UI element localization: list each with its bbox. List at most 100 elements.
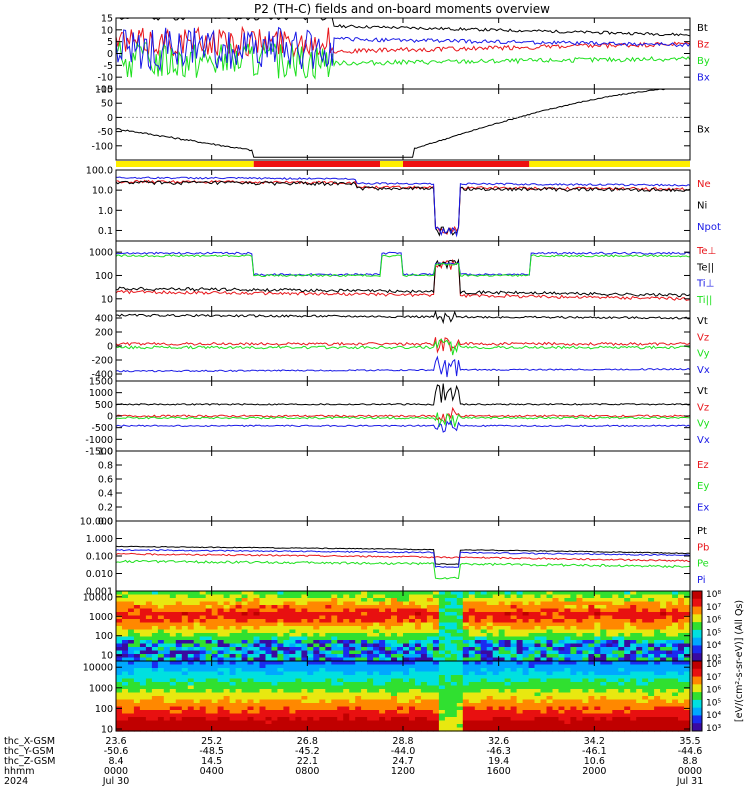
colorbar-label: [eV/(cm²-s-sr-eV)] (All Qs) — [734, 600, 745, 722]
heatmap-cell — [175, 619, 183, 624]
heatmap-cell — [265, 647, 273, 652]
heatmap-cell — [349, 640, 356, 645]
heatmap-cell — [438, 654, 446, 659]
heatmap-cell — [271, 713, 279, 718]
heatmap-cell — [510, 682, 518, 687]
heatmap-cell — [420, 636, 428, 641]
heatmap-cell — [438, 636, 446, 641]
heatmap-cell — [397, 717, 404, 722]
heatmap-cell — [301, 657, 308, 662]
heatmap-cell — [409, 601, 416, 606]
colorbar-swatch — [692, 715, 702, 724]
heatmap-cell — [157, 626, 165, 631]
heatmap-cell — [253, 671, 261, 676]
heatmap-cell — [552, 612, 560, 617]
heatmap-cell — [432, 619, 440, 624]
heatmap-cell — [229, 668, 237, 673]
heatmap-cell — [552, 668, 560, 673]
heatmap-cell — [552, 619, 560, 624]
heatmap-cell — [175, 629, 183, 634]
heatmap-cell — [122, 727, 129, 732]
heatmap-cell — [175, 594, 183, 599]
heatmap-cell — [492, 598, 500, 603]
heatmap-cell — [391, 668, 398, 673]
heatmap-cell — [672, 612, 679, 617]
heatmap-cell — [253, 661, 261, 666]
heatmap-cell — [247, 650, 255, 655]
heatmap-cell — [660, 647, 667, 652]
heatmap-cell — [456, 647, 464, 652]
heatmap-cell — [337, 664, 344, 669]
heatmap-cell — [163, 629, 171, 634]
heatmap-cell — [349, 601, 356, 606]
heatmap-cell — [486, 664, 494, 669]
heatmap-cell — [229, 706, 237, 711]
heatmap-cell — [361, 668, 368, 673]
heatmap-cell — [558, 671, 566, 676]
heatmap-cell — [367, 699, 374, 704]
heatmap-cell — [122, 657, 129, 662]
heatmap-cell — [307, 650, 314, 655]
heatmap-cell — [468, 615, 476, 620]
heatmap-cell — [528, 612, 536, 617]
heatmap-cell — [217, 682, 225, 687]
heatmap-cell — [594, 678, 601, 683]
heatmap-cell — [534, 696, 542, 701]
heatmap-cell — [355, 682, 362, 687]
heatmap-cell — [486, 713, 494, 718]
heatmap-cell — [307, 706, 314, 711]
heatmap-cell — [672, 654, 679, 659]
heatmap-cell — [181, 636, 189, 641]
heatmap-cell — [612, 591, 619, 596]
heatmap-cell — [468, 685, 476, 690]
heatmap-cell — [516, 682, 524, 687]
heatmap-cell — [618, 598, 625, 603]
heatmap-cell — [199, 717, 207, 722]
heatmap-cell — [259, 615, 267, 620]
heatmap-cell — [480, 601, 488, 606]
y-tick-label: 10 — [101, 651, 113, 662]
heatmap-cell — [229, 612, 237, 617]
heatmap-cell — [128, 622, 135, 627]
heatmap-cell — [492, 640, 500, 645]
heatmap-cell — [486, 699, 494, 704]
heatmap-cell — [600, 605, 607, 610]
heatmap-cell — [361, 619, 368, 624]
heatmap-cell — [343, 713, 350, 718]
heatmap-cell — [666, 689, 673, 694]
heatmap-cell — [498, 661, 506, 666]
heatmap-cell — [122, 671, 129, 676]
heatmap-cell — [343, 675, 350, 680]
heatmap-cell — [462, 633, 470, 638]
heatmap-cell — [295, 661, 302, 666]
x-tick-label: -44.0 — [391, 746, 416, 757]
heatmap-cell — [474, 706, 482, 711]
heatmap-cell — [528, 664, 536, 669]
heatmap-cell — [498, 650, 506, 655]
heatmap-cell — [163, 682, 171, 687]
heatmap-cell — [409, 699, 416, 704]
heatmap-cell — [163, 699, 171, 704]
heatmap-cell — [540, 605, 548, 610]
heatmap-cell — [432, 706, 440, 711]
heatmap-cell — [193, 633, 201, 638]
heatmap-cell — [277, 717, 284, 722]
heatmap-cell — [223, 717, 231, 722]
heatmap-cell — [528, 668, 536, 673]
heatmap-cell — [289, 664, 296, 669]
heatmap-cell — [319, 685, 326, 690]
heatmap-cell — [420, 612, 428, 617]
heatmap-cell — [247, 640, 255, 645]
heatmap-cell — [492, 601, 500, 606]
heatmap-cell — [265, 710, 273, 715]
heatmap-cell — [391, 629, 398, 634]
heatmap-cell — [426, 703, 434, 708]
heatmap-cell — [193, 703, 201, 708]
heatmap-cell — [181, 727, 189, 732]
heatmap-cell — [247, 633, 255, 638]
heatmap-cell — [660, 605, 667, 610]
heatmap-cell — [558, 717, 566, 722]
heatmap-cell — [253, 594, 261, 599]
heatmap-cell — [349, 692, 356, 697]
heatmap-cell — [570, 619, 577, 624]
